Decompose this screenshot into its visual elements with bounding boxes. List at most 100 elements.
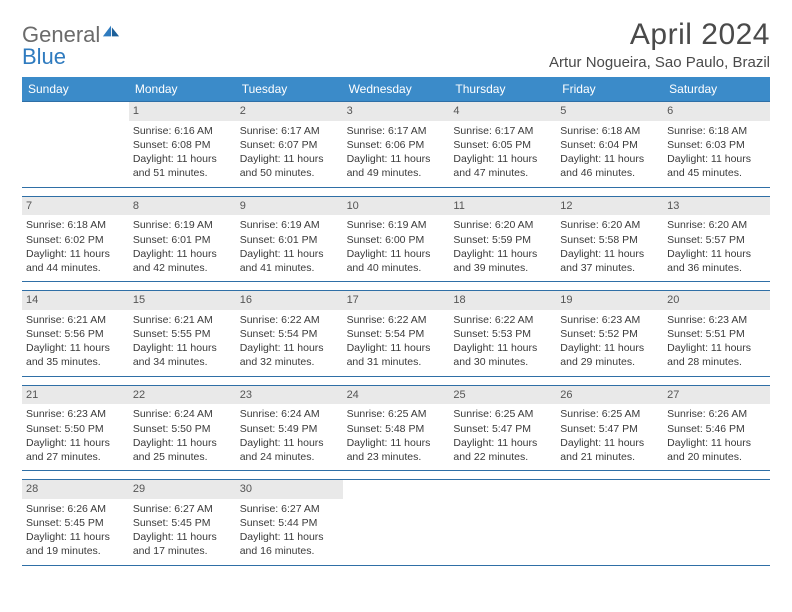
day-number: 11 [449,197,556,216]
day-cell: 22 Sunrise: 6:24 AMSunset: 5:50 PMDayligh… [129,386,236,471]
daylight-line: Daylight: 11 hours and 41 minutes. [240,248,324,274]
day-cell: 2Sunrise: 6:17 AMSunset: 6:07 PMDaylight… [236,102,343,187]
day-number: 1 [129,102,236,121]
day-cell: 25Sunrise: 6:25 AMSunset: 5:47 PMDayligh… [449,386,556,471]
daylight-line: Daylight: 11 hours and 21 minutes. [560,437,644,463]
daylight-line: Daylight: 11 hours and 40 minutes. [347,248,431,274]
day-cell: 5 Sunrise: 6:18 AM Sunset: 6:04 PM Daylight… [556,102,663,187]
day-cell [556,480,663,565]
sunrise-line: Sunrise: 6:25 AM [347,408,427,420]
day-number: 10 [343,197,450,216]
brand-blue: Blue [22,44,66,69]
day-number: 22 [129,386,236,405]
dow-tuesday: Tuesday [236,77,343,101]
day-cell: 21Sunrise: 6:23 AMSunset: 5:50 PMDayligh… [22,386,129,471]
daylight-line: Daylight: 11 hours and 27 minutes. [26,437,110,463]
day-cell: 17 Sunrise: 6:22 AM Sunset: 5:54 PM Dayligh… [343,291,450,376]
day-cell: 4Sunrise: 6:17 AMSunset: 6:05 PMDaylight… [449,102,556,187]
daylight-line: Daylight: 11 hours and 16 minutes. [240,531,324,557]
daylight-line: Daylight: 11 hours and 19 minutes. [26,531,110,557]
day-number: 20 [663,291,770,310]
day-number: 2 [236,102,343,121]
week-row: 28Sunrise: 6:26 AMSunset: 5:45 PMDayligh… [22,479,770,566]
sunrise-line: Sunrise: 6:26 AM [667,408,747,420]
dow-friday: Friday [556,77,663,101]
daylight-line: Daylight: 11 hours and 36 minutes. [667,248,751,274]
sunset-line: Sunset: 5:54 PM [347,328,425,340]
sunset-line: Sunset: 5:47 PM [560,423,638,435]
day-details: Sunrise: 6:19 AMSunset: 6:01 PMDaylight:… [240,218,339,275]
day-details: Sunrise: 6:22 AM Sunset: 5:54 PM Daylight:… [240,313,339,370]
day-number: 26 [556,386,663,405]
day-details: Sunrise: 6:17 AMSunset: 6:05 PMDaylight:… [453,124,552,181]
dow-monday: Monday [129,77,236,101]
day-details: Sunrise: 6:20 AMSunset: 5:57 PMDaylight:… [667,218,766,275]
sunset-line: Sunset: 5:55 PM [133,328,211,340]
location-text: Artur Nogueira, Sao Paulo, Brazil [549,54,770,71]
sunset-line: Sunset: 5:45 PM [133,517,211,529]
day-cell: 6Sunrise: 6:18 AMSunset: 6:03 PMDaylight… [663,102,770,187]
daylight-line: Daylight: 11 hours and 46 minutes. [560,153,644,179]
day-cell: 7Sunrise: 6:18 AMSunset: 6:02 PMDaylight… [22,197,129,282]
sunrise-line: Sunrise: 6:20 AM [560,219,640,231]
day-cell [22,102,129,187]
sunset-line: Sunset: 5:54 PM [240,328,318,340]
day-details: Sunrise: 6:27 AMSunset: 5:44 PMDaylight:… [240,502,339,559]
sunrise-line: Sunrise: 6:20 AM [453,219,533,231]
daylight-line: Daylight: 11 hours and 31 minutes. [347,342,431,368]
sunset-line: Sunset: 5:59 PM [453,234,531,246]
sunrise-line: Sunrise: 6:26 AM [26,503,106,515]
day-number: 5 [556,102,663,121]
page-header: General Blue April 2024 Artur Nogueira, … [22,18,770,71]
day-cell: 8Sunrise: 6:19 AMSunset: 6:01 PMDaylight… [129,197,236,282]
daylight-line: Daylight: 11 hours and 29 minutes. [560,342,644,368]
daylight-line: Daylight: 11 hours and 49 minutes. [347,153,431,179]
day-number: 30 [236,480,343,499]
sunrise-line: Sunrise: 6:21 AM [133,314,213,326]
daylight-line: Daylight: 11 hours and 45 minutes. [667,153,751,179]
day-details: Sunrise: 6:26 AMSunset: 5:45 PMDaylight:… [26,502,125,559]
day-details: Sunrise: 6:22 AM Sunset: 5:54 PM Daylight:… [347,313,446,370]
daylight-line: Daylight: 11 hours and 30 minutes. [453,342,537,368]
daylight-line: Daylight: 11 hours and 25 minutes. [133,437,217,463]
day-number: 3 [343,102,450,121]
sunrise-line: Sunrise: 6:22 AM [347,314,427,326]
day-number: 9 [236,197,343,216]
day-details: Sunrise: 6:21 AMSunset: 5:55 PMDaylight:… [133,313,232,370]
day-cell: 26Sunrise: 6:25 AMSunset: 5:47 PMDayligh… [556,386,663,471]
day-cell: 27Sunrise: 6:26 AMSunset: 5:46 PMDayligh… [663,386,770,471]
day-details: Sunrise: 6:21 AMSunset: 5:56 PMDaylight:… [26,313,125,370]
sunset-line: Sunset: 6:04 PM [560,139,638,151]
sunset-line: Sunset: 5:46 PM [667,423,745,435]
dow-thursday: Thursday [449,77,556,101]
day-cell: 13Sunrise: 6:20 AMSunset: 5:57 PMDayligh… [663,197,770,282]
day-number: 29 [129,480,236,499]
day-cell: 12Sunrise: 6:20 AMSunset: 5:58 PMDayligh… [556,197,663,282]
daylight-line: Daylight: 11 hours and 24 minutes. [240,437,324,463]
sunset-line: Sunset: 5:47 PM [453,423,531,435]
day-cell: 28Sunrise: 6:26 AMSunset: 5:45 PMDayligh… [22,480,129,565]
daylight-line: Daylight: 11 hours and 32 minutes. [240,342,324,368]
day-cell: 14Sunrise: 6:21 AMSunset: 5:56 PMDayligh… [22,291,129,376]
sunset-line: Sunset: 6:05 PM [453,139,531,151]
sunrise-line: Sunrise: 6:22 AM [240,314,320,326]
day-cell: 16Sunrise: 6:22 AMSunset: 5:54 PMDayligh… [236,291,343,376]
sunset-line: Sunset: 6:02 PM [26,234,104,246]
day-cell [663,480,770,565]
sunrise-line: Sunrise: 6:23 AM [560,314,640,326]
sunset-line: Sunset: 5:52 PM [560,328,638,340]
daylight-line: Daylight: 11 hours and 39 minutes. [453,248,537,274]
daylight-line: Daylight: 11 hours and 37 minutes. [560,248,644,274]
day-number: 17 [343,291,450,310]
sunset-line: Sunset: 6:00 PM [347,234,425,246]
sunset-line: Sunset: 5:53 PM [453,328,531,340]
day-number: 24 [343,386,450,405]
sunrise-line: Sunrise: 6:19 AM [240,219,320,231]
daylight-line: Daylight: 11 hours and 50 minutes. [240,153,324,179]
day-number: 12 [556,197,663,216]
sunrise-line: Sunrise: 6:18 AM [560,125,640,137]
daylight-line: Daylight: 11 hours and 42 minutes. [133,248,217,274]
sunset-line: Sunset: 5:49 PM [240,423,318,435]
week-row: 21Sunrise: 6:23 AMSunset: 5:50 PMDayligh… [22,385,770,472]
day-details: Sunrise: 6:24 AMSunset: 5:50 PMDaylight:… [133,407,232,464]
